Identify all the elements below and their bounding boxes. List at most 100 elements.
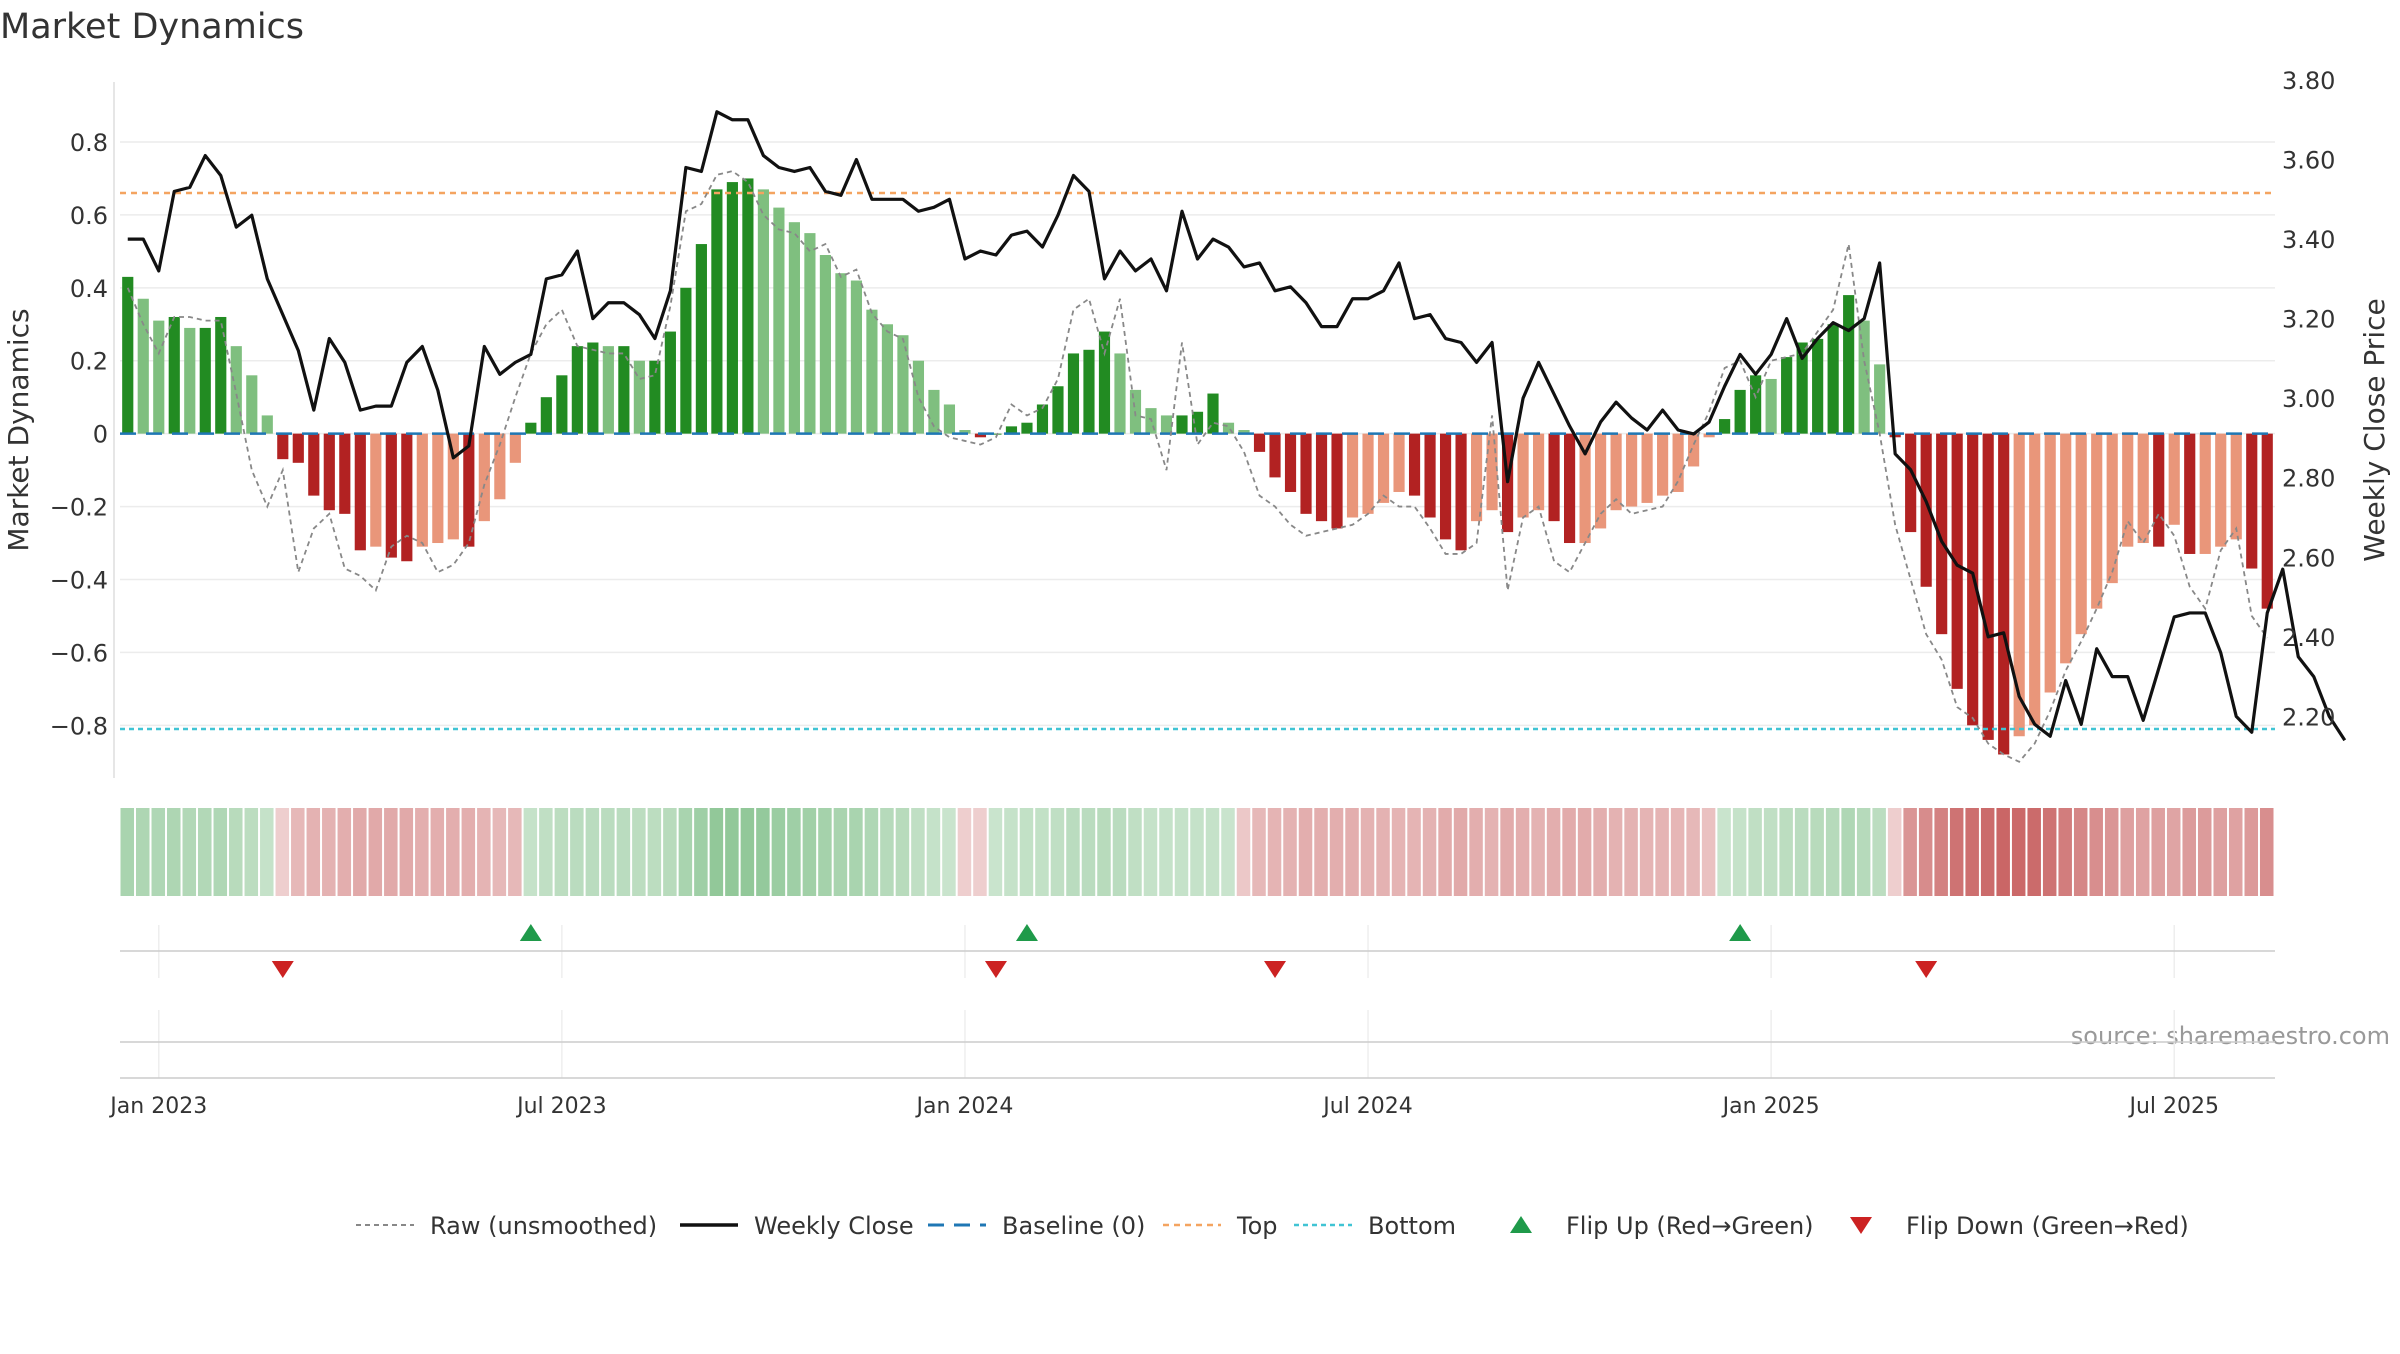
regime-strip-cell	[694, 808, 708, 896]
momentum-bar	[494, 433, 506, 500]
regime-strip-cell	[244, 808, 259, 896]
momentum-bar	[1083, 349, 1095, 434]
momentum-bar	[1346, 433, 1359, 518]
momentum-bar	[633, 360, 645, 434]
regime-strip-cell	[229, 808, 243, 896]
momentum-bar	[1641, 433, 1653, 503]
regime-strip-cell	[337, 808, 352, 896]
regime-strip-cell	[1190, 808, 1204, 896]
series-lines	[120, 110, 2347, 763]
momentum-bar	[1191, 411, 1204, 434]
momentum-bar	[1486, 433, 1498, 511]
y-tick-label-left: 0.2	[70, 348, 108, 376]
legend-label: Bottom	[1368, 1212, 1456, 1240]
momentum-bar	[416, 433, 428, 547]
regime-strip-cell	[1546, 808, 1561, 896]
momentum-bar	[1827, 324, 1839, 434]
regime-strip-cell	[1391, 808, 1406, 896]
regime-strip-cell	[709, 808, 724, 896]
momentum-bar	[2215, 433, 2227, 547]
legend-item: Top	[1163, 1212, 1278, 1240]
legend-item: Weekly Close	[680, 1212, 914, 1240]
momentum-bar	[1610, 433, 1622, 511]
momentum-bar	[680, 287, 692, 434]
regime-strip-cell	[926, 808, 941, 896]
momentum-bar	[1703, 433, 1715, 438]
momentum-bar	[788, 222, 800, 434]
legend-item: Raw (unsmoothed)	[356, 1212, 657, 1240]
momentum-bar	[215, 316, 227, 434]
momentum-bar	[1393, 433, 1405, 492]
flip-up-marker	[1729, 924, 1752, 941]
momentum-bar	[1998, 433, 2010, 755]
momentum-bar	[1812, 338, 1824, 434]
regime-strip-cell	[2104, 808, 2119, 896]
regime-strip-cell	[306, 808, 321, 896]
momentum-bar	[199, 327, 211, 434]
regime-strip-cell	[2166, 808, 2181, 896]
momentum-bar	[804, 233, 816, 434]
regime-strip-cell	[353, 808, 367, 896]
y-tick-label-left: 0.4	[70, 275, 108, 303]
momentum-bar	[1750, 375, 1762, 434]
regime-strip-cell	[1438, 808, 1452, 896]
regime-strip-cell	[601, 808, 615, 896]
regime-strip-cell	[942, 808, 956, 896]
regime-strip-cell	[120, 808, 135, 896]
flip-down-marker	[271, 961, 294, 978]
weekly-close-line	[127, 110, 2347, 742]
regime-strip-cell	[2244, 808, 2258, 896]
legend: Raw (unsmoothed) Weekly Close Baseline (0)…	[356, 1212, 2189, 1240]
momentum-bar	[1005, 426, 1018, 434]
regime-strip-cell	[368, 808, 383, 896]
regime-strip-cell	[725, 808, 739, 896]
momentum-bar	[354, 433, 366, 551]
momentum-bar	[540, 397, 552, 434]
regime-strip-cell	[1996, 808, 2010, 896]
regime-strip-cell	[2197, 808, 2212, 896]
regime-strip-cell	[399, 808, 414, 896]
regime-strip-cell	[322, 808, 336, 896]
regime-strip-cell	[523, 808, 538, 896]
x-tick-label: Jan 2023	[108, 1094, 207, 1119]
y-tick-label-right: 3.80	[2282, 67, 2335, 95]
regime-strip-cell	[570, 808, 584, 896]
momentum-bar	[587, 342, 599, 434]
momentum-bar	[1564, 433, 1576, 544]
momentum-bar	[959, 430, 971, 434]
momentum-bar	[866, 309, 878, 434]
momentum-bar	[850, 280, 863, 434]
regime-strip-cell	[539, 808, 553, 896]
momentum-bar	[711, 189, 723, 434]
regime-strip-cell	[2011, 808, 2026, 896]
momentum-bar	[168, 316, 180, 434]
momentum-bar	[323, 433, 335, 511]
x-tick-label: Jul 2024	[1321, 1094, 1413, 1119]
y-tick-label-left: −0.8	[50, 712, 108, 740]
y-tick-label-left: 0.6	[70, 202, 108, 230]
momentum-bar	[308, 433, 320, 496]
regime-strip-cell	[1794, 808, 1809, 896]
momentum-bar	[1920, 433, 1932, 587]
regime-strip-cell	[1980, 808, 1995, 896]
regime-strip-cell	[151, 808, 166, 896]
momentum-bar	[2091, 433, 2103, 609]
momentum-bar	[1532, 433, 1545, 511]
momentum-bar	[1284, 433, 1297, 492]
regime-strip-cell	[1810, 808, 1824, 896]
regime-strip-cell	[1841, 808, 1855, 896]
legend-label: Weekly Close	[754, 1212, 914, 1240]
regime-strip-cell	[880, 808, 894, 896]
momentum-bar	[370, 433, 382, 547]
regime-strip-cell	[1097, 808, 1111, 896]
momentum-bar	[1626, 433, 1638, 507]
y-tick-label-right: 3.60	[2282, 147, 2335, 175]
regime-strip-cell	[2027, 808, 2041, 896]
regime-strip-cell	[864, 808, 879, 896]
momentum-bar	[2060, 433, 2072, 664]
legend-label: Raw (unsmoothed)	[430, 1212, 657, 1240]
momentum-bar	[726, 182, 738, 434]
regime-strip-cell	[833, 808, 848, 896]
